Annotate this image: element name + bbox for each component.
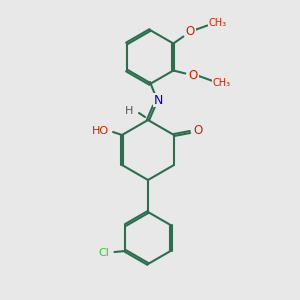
Text: Cl: Cl: [98, 248, 109, 258]
Text: CH₃: CH₃: [208, 17, 226, 28]
Text: HO: HO: [92, 126, 109, 136]
Text: CH₃: CH₃: [212, 79, 230, 88]
Text: O: O: [189, 69, 198, 82]
Text: O: O: [194, 124, 202, 137]
Text: O: O: [186, 25, 195, 38]
Text: H: H: [125, 106, 133, 116]
Text: N: N: [153, 94, 163, 106]
